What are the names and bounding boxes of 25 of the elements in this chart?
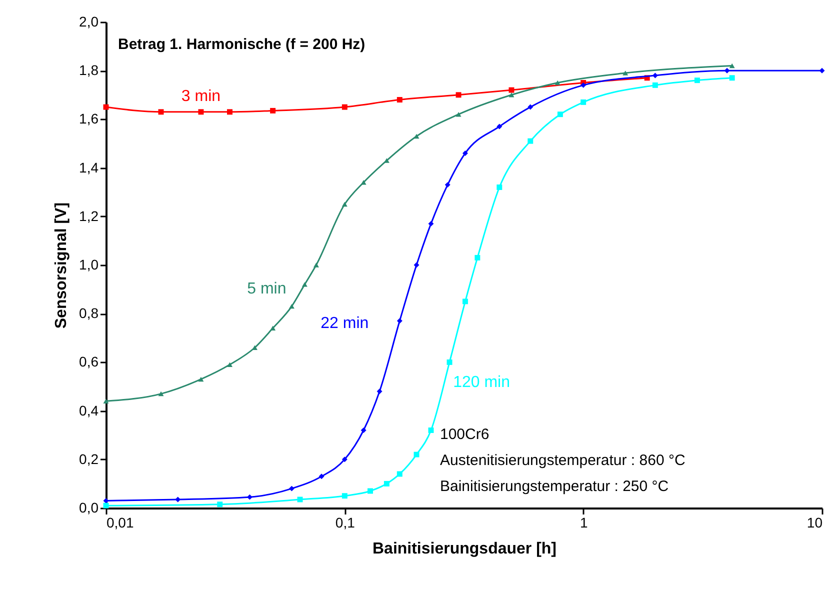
y-tick-label: 1,2 bbox=[79, 208, 99, 224]
y-tick-label: 1,0 bbox=[79, 256, 99, 272]
series-label: 3 min bbox=[181, 88, 221, 105]
text: Betrag 1. Harmonische (f = 200 Hz) bbox=[118, 36, 366, 53]
annotation: 100Cr6 bbox=[440, 426, 490, 443]
y-tick-label: 2,0 bbox=[79, 14, 99, 30]
y-tick-label: 1,8 bbox=[79, 62, 99, 78]
series-label: 120 min bbox=[453, 374, 510, 392]
y-tick-label: 1,6 bbox=[79, 110, 99, 127]
x-tick-label: 1 bbox=[580, 514, 588, 530]
y-tick-label: 1,4 bbox=[79, 159, 99, 176]
series-label: 5 min bbox=[247, 280, 286, 298]
y-tick-label: 0,6 bbox=[79, 354, 99, 370]
annotation: Bainitisierungstemperatur : 250 °C bbox=[440, 478, 669, 495]
series-label: 22 min bbox=[320, 314, 369, 332]
y-tick-label: 0,2 bbox=[79, 450, 99, 467]
x-tick-label: 0,1 bbox=[335, 514, 356, 530]
x-tick-label: 10 bbox=[806, 514, 823, 530]
y-tick-label: 0,8 bbox=[79, 305, 99, 322]
x-axis-title: Bainitisierungsdauer [h] bbox=[372, 540, 557, 558]
y-tick-label: 0,0 bbox=[79, 500, 99, 516]
y-tick-label: 0,4 bbox=[79, 402, 99, 418]
annotation: Austenitisierungstemperatur : 860 °C bbox=[440, 452, 686, 469]
y-axis-title: Sensorsignal [V] bbox=[53, 202, 70, 329]
x-tick-label: 0,01 bbox=[106, 514, 134, 530]
